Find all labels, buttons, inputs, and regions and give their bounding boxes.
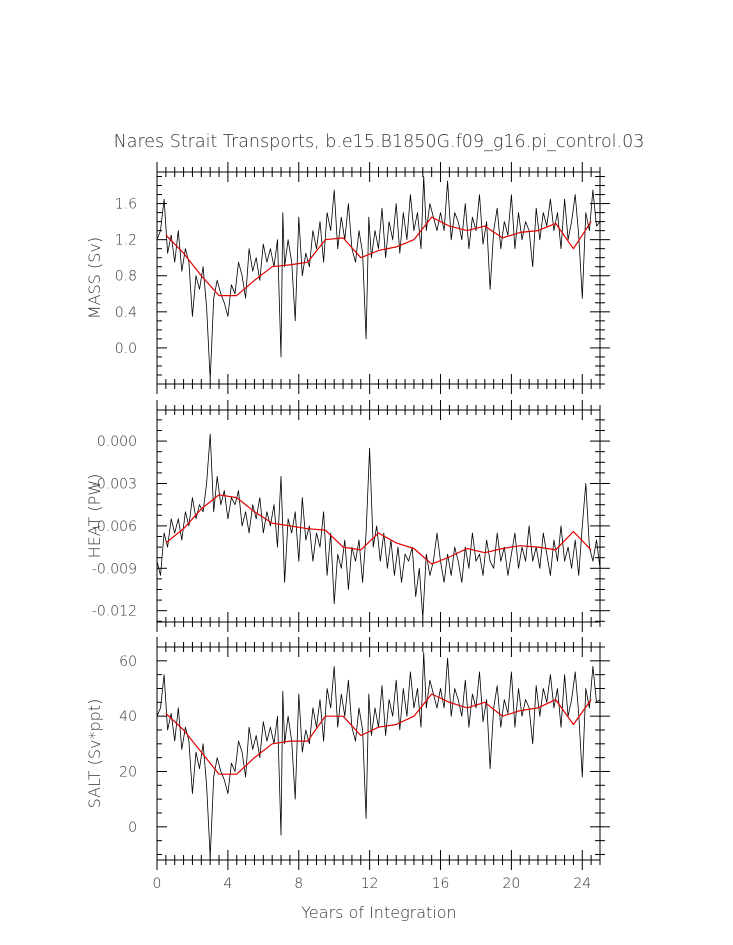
chart-title: Nares Strait Transports, b.e15.B1850G.f0… <box>114 132 645 152</box>
heat-plot-frame <box>156 409 601 623</box>
heat-y-tick-label: 0.000 <box>97 434 137 450</box>
x-tick-label: 12 <box>361 876 379 892</box>
x-tick-label: 20 <box>502 876 520 892</box>
salt-y-tick-label: 0 <box>128 820 137 836</box>
x-tick-label: 16 <box>432 876 450 892</box>
mass-y-axis-label: MASS (Sv) <box>85 237 104 319</box>
x-tick-label: 8 <box>294 876 303 892</box>
mass-panel: 0.0 0.4 0.8 1.2 1.6 MASS (Sv) <box>85 162 610 394</box>
heat-y-tick-label: -0.003 <box>92 476 137 492</box>
heat-y-tick-label: -0.006 <box>92 519 137 535</box>
mass-y-tick-label: 1.2 <box>115 233 137 249</box>
salt-monthly-series <box>157 652 600 858</box>
salt-y-axis-label: SALT (Sv*ppt) <box>85 699 104 809</box>
x-axis-label: Years of Integration <box>301 903 456 922</box>
heat-y-axis-label: HEAT (PW) <box>85 474 104 559</box>
mass-y-tick-label: 0.8 <box>115 269 137 285</box>
heat-monthly-series <box>157 433 600 619</box>
x-tick-label: 24 <box>573 876 591 892</box>
mass-plot-frame <box>156 171 601 385</box>
heat-y-tick-label: -0.009 <box>92 561 137 577</box>
mass-y-tick-label: 1.6 <box>115 197 137 213</box>
salt-panel: 0 4 8 12 16 20 24 0 20 40 60 SALT (Sv*ppt) <box>85 637 610 892</box>
salt-annual-mean-series <box>165 693 592 775</box>
mass-y-tick-label: 0.4 <box>115 305 137 321</box>
mass-annual-mean-series <box>165 216 592 297</box>
salt-y-tick-label: 60 <box>119 654 137 670</box>
heat-y-tick-label: -0.012 <box>92 604 137 620</box>
x-tick-label: 4 <box>223 876 232 892</box>
heat-panel: 0.000 -0.003 -0.006 -0.009 -0.012 HEAT (PW) <box>85 400 610 632</box>
salt-plot-frame <box>156 646 601 861</box>
heat-annual-mean-series <box>165 494 592 565</box>
salt-y-tick-label: 40 <box>119 709 137 725</box>
salt-y-tick-label: 20 <box>119 764 137 780</box>
x-tick-label: 0 <box>153 876 162 892</box>
mass-monthly-series <box>157 176 600 380</box>
mass-y-tick-label: 0.0 <box>115 341 137 357</box>
